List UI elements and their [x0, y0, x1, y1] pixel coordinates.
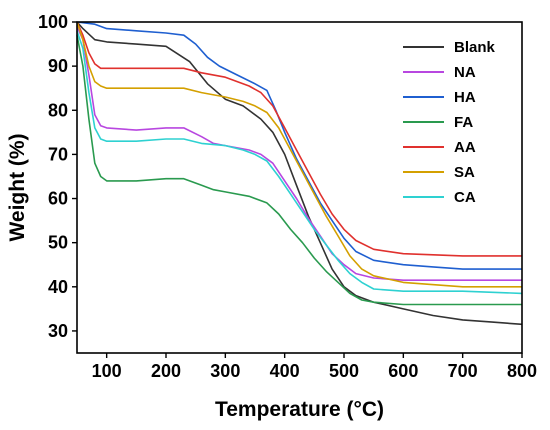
legend-item-na: NA: [403, 64, 476, 81]
legend-label: AA: [454, 139, 476, 156]
plot-frame: [76, 21, 523, 354]
legend-item-blank: Blank: [403, 39, 496, 56]
legend-label: NA: [454, 64, 476, 81]
y-tick-label: 80: [48, 100, 68, 120]
legend-label: Blank: [454, 39, 496, 56]
legend-item-ca: CA: [403, 189, 476, 206]
series-layer: [76, 21, 523, 326]
legend-item-aa: AA: [403, 139, 476, 156]
legend-item-ha: HA: [403, 89, 476, 106]
legend-label: CA: [454, 189, 476, 206]
ticks-layer: 100 200 300 400 500 600 700 800 30 40 50 60 70 80 90 10…: [38, 12, 537, 381]
legend-label: FA: [454, 114, 473, 131]
legend-label: HA: [454, 89, 476, 106]
x-tick-label: 200: [151, 361, 181, 381]
y-tick-label: 50: [48, 233, 68, 253]
y-tick-label: 40: [48, 277, 68, 297]
y-axis-title: Weight (%): [6, 133, 29, 241]
series-line-fa: [76, 35, 522, 306]
x-tick-label: 400: [270, 361, 300, 381]
x-tick-label: 100: [92, 361, 122, 381]
y-tick-label: 70: [48, 144, 68, 164]
x-tick-label: 800: [507, 361, 537, 381]
y-tick-label: 90: [48, 56, 68, 76]
legend-item-sa: SA: [403, 164, 475, 181]
y-tick-label: 100: [38, 12, 68, 32]
series-line-na: [76, 26, 522, 281]
legend-item-fa: FA: [403, 114, 473, 131]
x-axis-title: Temperature (°C): [215, 398, 384, 421]
x-tick-label: 500: [329, 361, 359, 381]
series-line-sa: [76, 21, 522, 288]
x-tick-label: 600: [388, 361, 418, 381]
series-line-blank: [76, 21, 523, 326]
x-tick-label: 700: [448, 361, 478, 381]
legend-label: SA: [454, 164, 475, 181]
y-tick-label: 30: [48, 321, 68, 341]
y-tick-label: 60: [48, 189, 68, 209]
legend: Blank NA HA FA AA SA CA: [403, 39, 496, 206]
x-tick-label: 300: [210, 361, 240, 381]
series-line-ca: [76, 30, 523, 295]
series-line-aa: [76, 21, 522, 257]
